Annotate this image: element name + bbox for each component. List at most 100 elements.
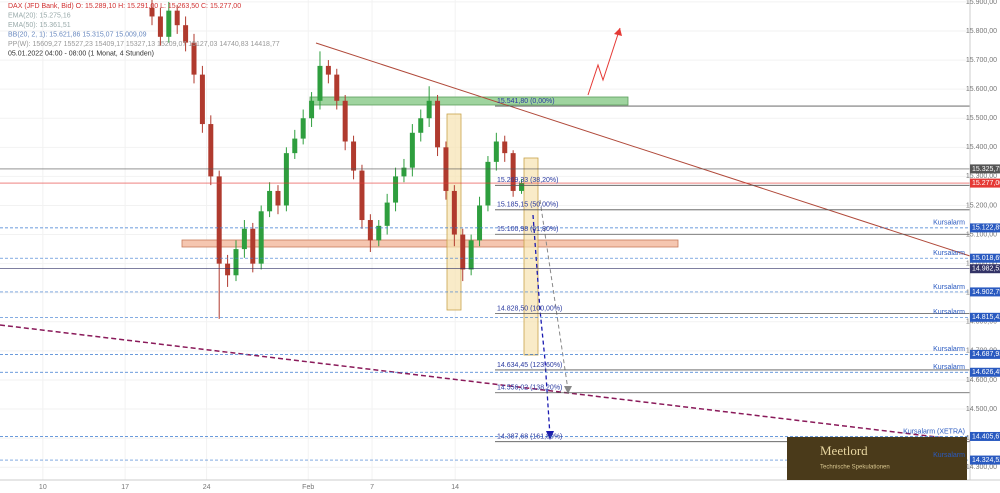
legend-entry: 05.01.2022 04:00 - 08:00 (1 Monat, 4 Stu… bbox=[8, 50, 154, 57]
candle-body bbox=[334, 74, 340, 101]
arrow-head bbox=[614, 28, 622, 36]
candle-body bbox=[225, 263, 231, 276]
alert-tag bbox=[970, 287, 1000, 297]
y-tick-label: 14.500,00 bbox=[966, 406, 997, 413]
candle-body bbox=[502, 141, 508, 154]
candle-body bbox=[401, 167, 407, 177]
candle-body bbox=[275, 190, 281, 206]
candle-body bbox=[267, 190, 273, 212]
candle-body bbox=[216, 176, 222, 264]
candle-body bbox=[451, 190, 457, 235]
y-tick-label: 15.400,00 bbox=[966, 144, 997, 151]
y-tick-label: 14.800,00 bbox=[966, 319, 997, 326]
candle-body bbox=[183, 25, 189, 43]
candle-body bbox=[191, 42, 197, 75]
price-tag bbox=[970, 164, 1000, 174]
y-tick-label: 15.200,00 bbox=[966, 202, 997, 209]
legend-entry: BB(20, 2, 1): 15.621,86 15.315,07 15.009… bbox=[8, 31, 147, 38]
candle-body bbox=[258, 211, 264, 264]
alert-value: 15.122,89 bbox=[972, 225, 1000, 232]
y-tick-label: 14.300,00 bbox=[966, 464, 997, 471]
legend-entry: DAX (JFD Bank, Bid) O: 15.289,10 H: 15.2… bbox=[8, 3, 241, 10]
alert-name: Kursalarm bbox=[933, 250, 965, 257]
y-tick-label: 15.700,00 bbox=[966, 57, 997, 64]
alert-name: Kursalarm bbox=[933, 346, 965, 353]
alert-value: 14.902,75 bbox=[972, 289, 1000, 296]
x-tick-label: 17 bbox=[121, 484, 129, 491]
x-tick-label: 10 bbox=[39, 484, 47, 491]
projection-arrow bbox=[587, 27, 621, 96]
price-tag-label: 15.325,75 bbox=[972, 166, 1000, 173]
fib-label: 15.541,80 (0,00%) bbox=[497, 98, 555, 105]
x-tick-label: Feb bbox=[302, 484, 314, 491]
alert-tag bbox=[970, 455, 1000, 465]
trend-line bbox=[0, 324, 971, 442]
x-tick-label: 7 bbox=[370, 484, 374, 491]
projection-arrow bbox=[532, 214, 551, 437]
candle-body bbox=[359, 170, 365, 221]
candle-body bbox=[342, 100, 348, 142]
candle-body bbox=[292, 138, 298, 154]
candle-body bbox=[510, 153, 516, 191]
x-tick-label: 24 bbox=[203, 484, 211, 491]
y-tick-label: 15.500,00 bbox=[966, 115, 997, 122]
price-tag bbox=[970, 178, 1000, 188]
fib-label: 14.828,50 (100,00%) bbox=[497, 305, 562, 312]
trend-line bbox=[315, 42, 971, 257]
alert-value: 14.687,93 bbox=[972, 351, 1000, 358]
candle-body bbox=[426, 100, 432, 119]
alert-tag bbox=[970, 312, 1000, 322]
fib-label: 15.100,98 (61,80%) bbox=[497, 226, 559, 233]
candle-body bbox=[250, 228, 256, 264]
alert-value: 15.018,69 bbox=[972, 255, 1000, 262]
candle-body bbox=[166, 10, 172, 37]
alert-name: Kursalarm (XETRA) bbox=[903, 428, 965, 435]
candle-body bbox=[174, 10, 180, 26]
candle-body bbox=[233, 249, 239, 276]
y-tick-label: 15.000,00 bbox=[966, 260, 997, 267]
fib-label: 14.556,02 (138,20%) bbox=[497, 385, 562, 392]
price-tag-label: 15.277,00 bbox=[972, 180, 1000, 187]
candle-body bbox=[283, 153, 289, 206]
alert-tag bbox=[970, 431, 1000, 441]
logo-subtitle: Technische Spekulationen bbox=[820, 465, 890, 471]
candle-body bbox=[468, 240, 474, 270]
price-tag-label: 14.982,52 bbox=[972, 266, 1000, 273]
highlight-box bbox=[523, 157, 539, 356]
alert-name: Kursalarm bbox=[933, 364, 965, 371]
y-tick-label: 15.800,00 bbox=[966, 28, 997, 35]
alert-tag bbox=[970, 367, 1000, 377]
legend-entry: EMA(20): 15.275,16 bbox=[8, 12, 71, 19]
alert-name: Kursalarm bbox=[933, 452, 965, 459]
candle-body bbox=[393, 176, 399, 203]
y-tick-label: 15.300,00 bbox=[966, 173, 997, 180]
candle-body bbox=[435, 100, 441, 148]
alert-name: Kursalarm bbox=[933, 309, 965, 316]
candle-body bbox=[241, 228, 247, 250]
candle-body bbox=[208, 124, 214, 177]
logo-box bbox=[787, 437, 967, 480]
alert-tag bbox=[970, 349, 1000, 359]
candle-body bbox=[325, 65, 331, 75]
alert-tag bbox=[970, 253, 1000, 263]
y-tick-label: 15.600,00 bbox=[966, 86, 997, 93]
fib-label: 14.634,45 (123,60%) bbox=[497, 362, 562, 369]
price-tag bbox=[970, 264, 1000, 274]
candle-body bbox=[485, 161, 491, 206]
y-tick-label: 14.600,00 bbox=[966, 377, 997, 384]
candle-body bbox=[493, 141, 499, 162]
logo-title: Meetlord bbox=[820, 443, 868, 458]
legend-entry: EMA(50): 15.361,51 bbox=[8, 22, 71, 29]
support-zone bbox=[181, 239, 679, 248]
candle-body bbox=[477, 205, 483, 241]
candle-body bbox=[384, 202, 390, 226]
candle-body bbox=[519, 183, 525, 191]
alert-value: 14.626,45 bbox=[972, 369, 1000, 376]
candle-body bbox=[351, 141, 357, 171]
candle-body bbox=[149, 7, 155, 17]
candle-body bbox=[317, 65, 323, 101]
alert-value: 14.324,52 bbox=[972, 457, 1000, 464]
alert-value: 14.815,42 bbox=[972, 314, 1000, 321]
candle-body bbox=[367, 220, 373, 241]
